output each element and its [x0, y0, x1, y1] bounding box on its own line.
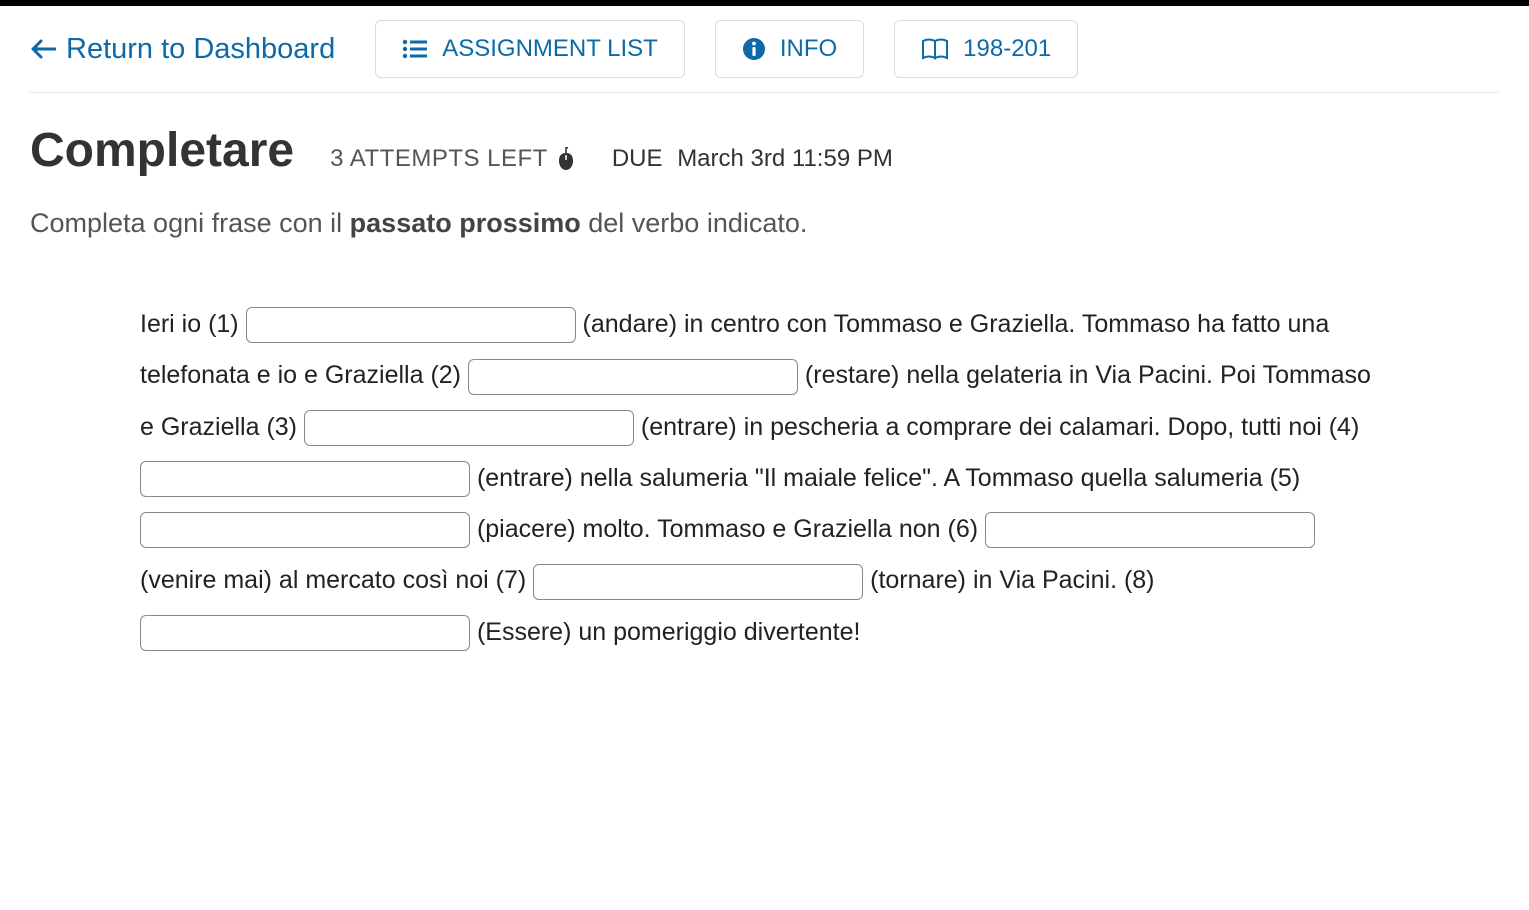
info-button[interactable]: INFO: [715, 20, 864, 78]
instructions-bold: passato prossimo: [350, 208, 581, 238]
blank-input-4[interactable]: [140, 461, 470, 497]
exercise-text: (piacere) molto. Tommaso e Graziella non…: [470, 515, 985, 543]
attempts-text: 3 ATTEMPTS LEFT: [330, 145, 548, 173]
exercise-paragraph: Ieri io (1) (andare) in centro con Tomma…: [140, 299, 1389, 658]
assignment-list-button[interactable]: ASSIGNMENT LIST: [375, 20, 685, 78]
nav-buttons: ASSIGNMENT LIST INFO 198-201: [375, 20, 1078, 78]
return-label: Return to Dashboard: [66, 33, 335, 66]
pages-label: 198-201: [963, 35, 1051, 63]
mouse-icon: [556, 147, 576, 171]
blank-input-1[interactable]: [246, 307, 576, 343]
exercise-text: (entrare) nella salumeria "Il maiale fel…: [470, 464, 1300, 492]
blank-input-6[interactable]: [985, 512, 1315, 548]
exercise-text: (venire mai) al mercato così noi (7): [140, 566, 533, 594]
due-value: March 3rd 11:59 PM: [677, 145, 893, 172]
due-block: DUE March 3rd 11:59 PM: [612, 145, 893, 173]
pages-button[interactable]: 198-201: [894, 20, 1078, 78]
page-title: Completare: [30, 123, 294, 178]
due-label: DUE: [612, 145, 663, 172]
blank-input-2[interactable]: [468, 359, 798, 395]
exercise-text: (tornare) in Via Pacini. (8): [863, 566, 1154, 594]
assignment-list-label: ASSIGNMENT LIST: [442, 35, 658, 63]
title-row: Completare 3 ATTEMPTS LEFT DUE March 3rd…: [30, 123, 1499, 178]
back-arrow-icon: [30, 38, 56, 60]
exercise-text: (Essere) un pomeriggio divertente!: [470, 618, 860, 646]
list-icon: [402, 38, 428, 60]
instructions-prefix: Completa ogni frase con il: [30, 208, 350, 238]
attempts-left: 3 ATTEMPTS LEFT: [330, 145, 576, 173]
instructions: Completa ogni frase con il passato pross…: [30, 208, 1499, 239]
return-to-dashboard-link[interactable]: Return to Dashboard: [30, 33, 335, 66]
content-area: Completare 3 ATTEMPTS LEFT DUE March 3rd…: [0, 93, 1529, 658]
book-icon: [921, 38, 949, 60]
info-icon: [742, 37, 766, 61]
instructions-suffix: del verbo indicato.: [581, 208, 808, 238]
blank-input-3[interactable]: [304, 410, 634, 446]
nav-row: Return to Dashboard ASSIGNMENT LIST: [30, 6, 1499, 93]
info-label: INFO: [780, 35, 837, 63]
exercise-text: (entrare) in pescheria a comprare dei ca…: [634, 413, 1359, 441]
blank-input-7[interactable]: [533, 564, 863, 600]
blank-input-8[interactable]: [140, 615, 470, 651]
exercise-text: Ieri io (1): [140, 310, 246, 338]
blank-input-5[interactable]: [140, 512, 470, 548]
